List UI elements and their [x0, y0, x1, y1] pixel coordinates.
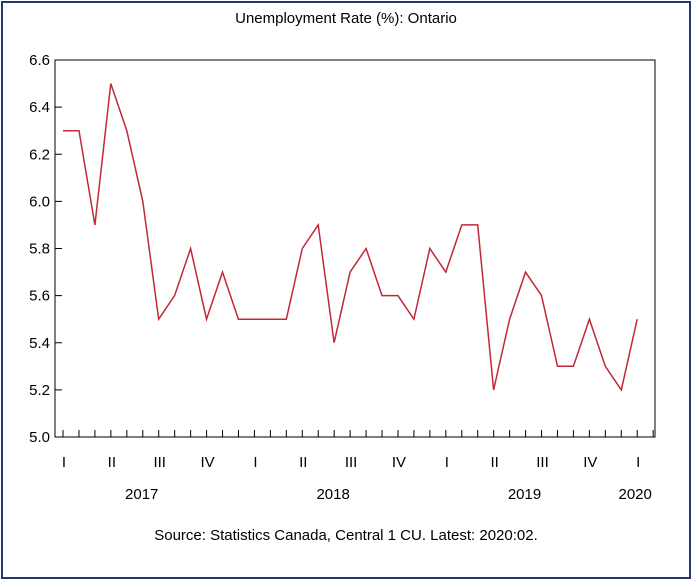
x-quarter-label: II	[108, 454, 116, 471]
series-layer	[63, 84, 637, 390]
x-quarter-label: IV	[200, 454, 214, 471]
y-tick-label: 5.6	[29, 288, 50, 305]
x-quarter-label: I	[636, 454, 640, 471]
x-quarter-label: III	[345, 454, 358, 471]
plot-area	[55, 60, 655, 437]
x-quarter-label: II	[299, 454, 307, 471]
x-year-label: 2017	[125, 486, 158, 503]
y-tick-label: 5.0	[29, 429, 50, 446]
y-tick-label: 5.4	[29, 335, 50, 352]
x-year-label: 2020	[619, 486, 652, 503]
x-quarter-label: IV	[392, 454, 406, 471]
x-quarter-label: I	[253, 454, 257, 471]
series-line	[63, 84, 637, 390]
y-tick-label: 6.0	[29, 193, 50, 210]
chart-source-note: Source: Statistics Canada, Central 1 CU.…	[0, 527, 692, 544]
x-quarter-label: I	[445, 454, 449, 471]
x-quarter-label: III	[153, 454, 166, 471]
x-quarter-label: IV	[583, 454, 597, 471]
y-tick-label: 5.8	[29, 241, 50, 258]
x-year-label: 2018	[316, 486, 349, 503]
y-tick-label: 6.6	[29, 52, 50, 69]
y-tick-label: 6.2	[29, 146, 50, 163]
x-quarter-label: II	[490, 454, 498, 471]
x-quarter-label: I	[62, 454, 66, 471]
y-axis: 5.0 5.2 5.4 5.6 5.8 6.0 6.2 6.4 6.6	[29, 52, 62, 446]
x-quarter-label: III	[536, 454, 549, 471]
plot-border	[55, 60, 655, 437]
x-year-label: 2019	[508, 486, 541, 503]
y-tick-label: 5.2	[29, 382, 50, 399]
y-tick-label: 6.4	[29, 99, 50, 116]
